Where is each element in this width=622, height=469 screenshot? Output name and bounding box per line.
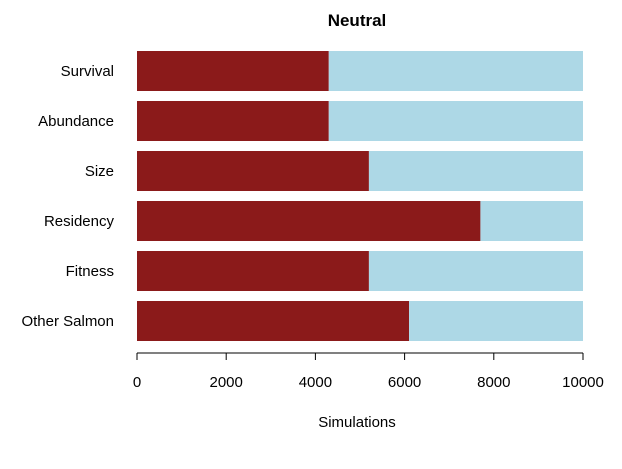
x-tick-label: 6000 <box>388 374 421 391</box>
bar-segment-2-residency <box>480 201 583 241</box>
bar-segment-1-survival <box>137 51 329 91</box>
bar-segment-1-abundance <box>137 101 329 141</box>
category-label: Fitness <box>66 263 114 280</box>
bar-segment-2-abundance <box>328 101 583 141</box>
bar-segment-2-survival <box>328 51 583 91</box>
chart-title: Neutral <box>328 11 387 30</box>
category-labels: Survival Abundance Size Residency Fitness Oth… <box>21 63 114 330</box>
x-tick-label: 2000 <box>210 374 243 391</box>
category-label: Other Salmon <box>21 313 114 330</box>
bar-segment-2-other-salmon <box>409 301 583 341</box>
category-label: Residency <box>44 213 115 230</box>
bar-segment-1-size <box>137 151 369 191</box>
x-tick-label: 0 <box>133 374 141 391</box>
bar-segment-1-residency <box>137 201 481 241</box>
bar-segment-2-size <box>368 151 583 191</box>
category-label: Survival <box>61 63 114 80</box>
x-axis-label: Simulations <box>318 414 396 431</box>
bar-segment-1-fitness <box>137 251 369 291</box>
bars-group <box>137 51 583 341</box>
bar-segment-1-other-salmon <box>137 301 410 341</box>
x-tick-label: 10000 <box>562 374 604 391</box>
x-tick-label: 8000 <box>477 374 510 391</box>
x-axis: 0 2000 4000 6000 8000 10000 <box>133 352 604 391</box>
x-tick-label: 4000 <box>299 374 332 391</box>
bar-segment-2-fitness <box>368 251 583 291</box>
category-label: Size <box>85 163 114 180</box>
category-label: Abundance <box>38 113 114 130</box>
